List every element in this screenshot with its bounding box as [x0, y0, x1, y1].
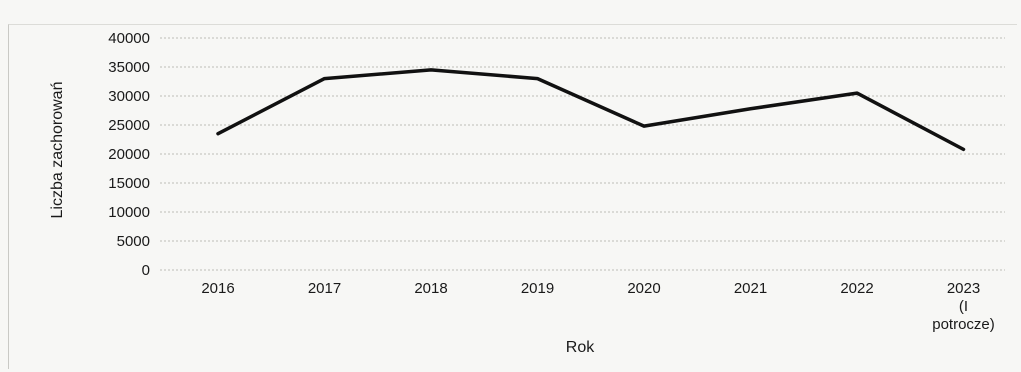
- y-axis-ticks: 0 5000 10000 15000 20000 25000 30000 35000 40000: [108, 30, 150, 279]
- x-tick-label: 2020: [627, 280, 660, 297]
- y-tick-label: 5000: [117, 233, 150, 250]
- series-line: [216, 68, 966, 152]
- y-tick-label: 25000: [108, 117, 150, 134]
- y-tick-label: 0: [142, 262, 150, 279]
- x-tick-label: 2022: [840, 280, 873, 297]
- x-tick-label: 2021: [734, 280, 767, 297]
- y-tick-label: 40000: [108, 30, 150, 47]
- x-tick-label: 2018: [414, 280, 447, 297]
- x-tick-label: 2016: [201, 280, 234, 297]
- x-axis-ticks: 2016 2017 2018 2019 2020 2021 2022 2023 (I potroc…: [201, 280, 994, 333]
- y-tick-label: 30000: [108, 88, 150, 105]
- x-tick-label: 2023 (I potrocze): [932, 280, 995, 333]
- grid-lines: [160, 37, 1005, 271]
- y-tick-label: 15000: [108, 175, 150, 192]
- series-group: [216, 68, 966, 152]
- x-tick-label: 2019: [521, 280, 554, 297]
- chart-frame: [8, 24, 1017, 369]
- x-axis-title: Rok: [566, 339, 595, 356]
- x-tick-label: 2017: [308, 280, 341, 297]
- y-tick-label: 10000: [108, 204, 150, 221]
- y-tick-label: 35000: [108, 59, 150, 76]
- y-tick-label: 20000: [108, 146, 150, 163]
- y-axis-title: Liczba zachorowań: [49, 82, 66, 219]
